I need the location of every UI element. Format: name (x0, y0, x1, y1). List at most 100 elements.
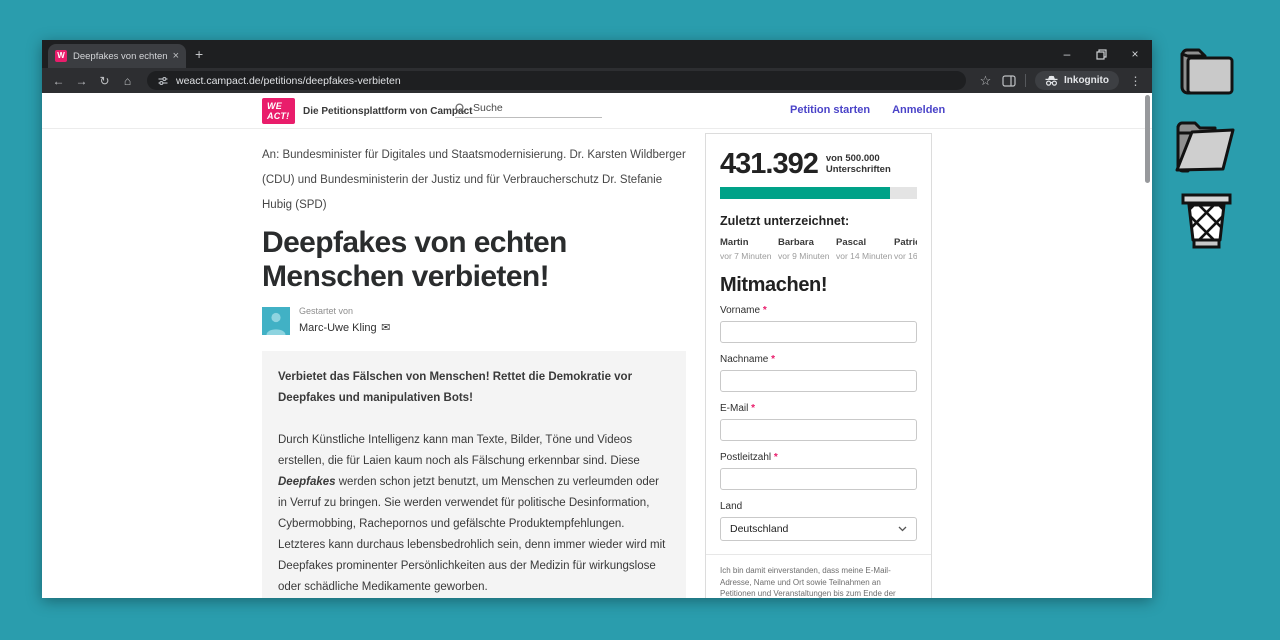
starter-avatar (262, 307, 290, 335)
nav-login[interactable]: Anmelden (892, 104, 946, 116)
label-text: Nachname (720, 354, 769, 365)
p1-text: Durch Künstliche Intelligenz kann man Te… (278, 434, 640, 467)
menu-icon[interactable]: ⋮ (1129, 73, 1142, 88)
back-icon[interactable]: ← (52, 73, 65, 88)
search-field[interactable] (455, 102, 602, 118)
site-header: WE ACT! Die Petitionsplattform von Campa… (42, 93, 1152, 129)
site-settings-icon[interactable] (158, 76, 168, 86)
petition-starter: Gestartet von Marc-Uwe Kling ✉ (262, 306, 686, 336)
land-select[interactable]: Deutschland (720, 517, 917, 541)
started-by-label: Gestartet von (299, 306, 354, 316)
recent-signers-heading: Zuletzt unterzeichnet: (720, 214, 850, 228)
signer-item: Pascal vor 14 Minuten (836, 237, 894, 261)
forward-icon[interactable]: → (75, 73, 88, 88)
signer-name: Martin (720, 237, 749, 248)
card-divider (706, 554, 931, 555)
join-heading: Mitmachen! (720, 274, 828, 296)
required-mark: * (773, 452, 778, 463)
petition-addressee: An: Bundesminister für Digitales und Sta… (262, 149, 686, 211)
p1-emphasis: Deepfakes (278, 476, 336, 488)
petition-title: Deepfakes von echten Menschen verbieten! (262, 226, 567, 293)
browser-toolbar: ← → ↻ ⌂ weact.campact.de/petitions/deepf… (42, 68, 1152, 93)
signer-name: Pascal (836, 237, 867, 248)
signer-name: Patric (894, 237, 917, 248)
signer-name: Barbara (778, 237, 814, 248)
folder-open-icon[interactable] (1170, 114, 1238, 179)
signer-item: Barbara vor 9 Minuten (778, 237, 836, 261)
field-label-postleitzahl: Postleitzahl * (720, 452, 917, 463)
nav-start-petition[interactable]: Petition starten (790, 104, 871, 116)
header-nav: Petition starten Anmelden (790, 104, 945, 116)
browser-titlebar: W Deepfakes von echten Men × + – × (42, 40, 1152, 68)
tab-title: Deepfakes von echten Men (73, 50, 167, 62)
folder-closed-icon[interactable] (1175, 42, 1237, 103)
petition-article: An: Bundesminister für Digitales und Sta… (262, 143, 686, 598)
required-mark: * (762, 305, 767, 316)
toolbar-separator (1025, 74, 1026, 87)
petition-lead: Verbietet das Fälschen von Menschen! Ret… (278, 371, 633, 404)
restore-icon[interactable] (1084, 40, 1118, 68)
side-panel-icon[interactable] (1002, 74, 1016, 87)
required-mark: * (751, 403, 756, 414)
browser-tab[interactable]: W Deepfakes von echten Men × (48, 44, 186, 68)
window-close-icon[interactable]: × (1131, 47, 1139, 61)
signer-item: Patric vor 16 M (894, 237, 917, 261)
label-text: E-Mail (720, 403, 749, 414)
signer-item: Martin vor 7 Minuten (720, 237, 778, 261)
weact-logo-line2: ACT! (267, 110, 290, 121)
weact-logo-line1: WE (267, 101, 282, 111)
weact-favicon-icon: W (55, 50, 67, 62)
petition-text-box: Verbietet das Fälschen von Menschen! Ret… (262, 351, 686, 598)
signature-count: 431.392 (720, 148, 819, 180)
field-label-land: Land (720, 501, 743, 512)
field-label-nachname: Nachname * (720, 354, 917, 365)
person-icon (266, 312, 286, 335)
tab-close-icon[interactable]: × (172, 49, 179, 62)
progress-bar (720, 187, 917, 199)
postleitzahl-field[interactable] (720, 468, 917, 490)
p1-text-after: werden schon jetzt benutzt, um Menschen … (278, 476, 666, 593)
page-viewport: WE ACT! Die Petitionsplattform von Campa… (42, 93, 1152, 598)
url-text: weact.campact.de/petitions/deepfakes-ver… (176, 74, 401, 87)
vorname-field[interactable] (720, 321, 917, 343)
petition-paragraph-1: Durch Künstliche Intelligenz kann man Te… (278, 430, 670, 598)
window-controls: – × (1050, 40, 1152, 68)
weact-logo[interactable]: WE ACT! (262, 98, 295, 124)
incognito-badge: Inkognito (1035, 71, 1119, 90)
consent-text: Ich bin damit einverstanden, dass meine … (720, 566, 896, 598)
signature-count-row: 431.392 von 500.000 Unterschriften (720, 149, 917, 179)
bookmark-star-icon[interactable]: ☆ (979, 72, 992, 88)
starter-name: Marc-Uwe Kling (299, 322, 377, 334)
new-tab-icon[interactable]: + (195, 46, 204, 62)
signer-time: vor 7 Minuten (720, 251, 772, 261)
incognito-icon (1045, 75, 1058, 86)
site-tagline: Die Petitionsplattform von Campact (303, 106, 473, 117)
reload-icon[interactable]: ↻ (99, 73, 110, 88)
search-icon (455, 102, 466, 114)
field-label-vorname: Vorname * (720, 305, 917, 316)
nachname-field[interactable] (720, 370, 917, 392)
url-bar[interactable]: weact.campact.de/petitions/deepfakes-ver… (147, 71, 966, 90)
recent-signers: Martin vor 7 Minuten Barbara vor 9 Minut… (720, 237, 917, 261)
label-text: Vorname (720, 305, 761, 316)
home-icon[interactable]: ⌂ (123, 73, 132, 88)
land-select-value: Deutschland (730, 523, 789, 535)
required-mark: * (771, 354, 776, 365)
field-label-email: E-Mail * (720, 403, 917, 414)
starter-text: Gestartet von Marc-Uwe Kling ✉ (299, 306, 390, 336)
incognito-label: Inkognito (1064, 75, 1109, 86)
mail-icon[interactable]: ✉ (381, 322, 391, 334)
progress-fill (720, 187, 890, 199)
signer-time: vor 14 Minuten (836, 251, 893, 261)
minimize-icon[interactable]: – (1063, 47, 1071, 61)
signature-card: 431.392 von 500.000 Unterschriften Zulet… (705, 133, 932, 598)
toolbar-right: ☆ Inkognito ⋮ (978, 71, 1143, 90)
label-text: Postleitzahl (720, 452, 772, 463)
signer-time: vor 16 M (894, 251, 917, 261)
signature-target: von 500.000 Unterschriften (825, 153, 891, 175)
chevron-down-icon (898, 526, 907, 532)
search-input[interactable] (473, 102, 583, 114)
email-field[interactable] (720, 419, 917, 441)
trash-icon[interactable] (1180, 192, 1233, 256)
page-scrollbar[interactable] (1145, 95, 1150, 183)
